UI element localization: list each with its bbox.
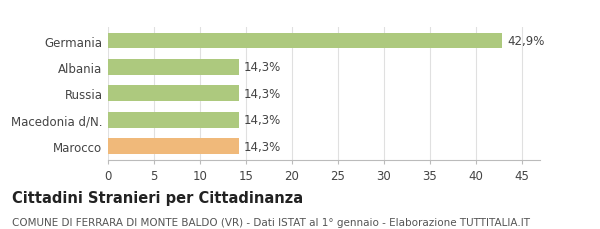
- Text: COMUNE DI FERRARA DI MONTE BALDO (VR) - Dati ISTAT al 1° gennaio - Elaborazione : COMUNE DI FERRARA DI MONTE BALDO (VR) - …: [12, 218, 530, 227]
- Bar: [108, 60, 239, 76]
- Bar: [108, 112, 239, 128]
- Bar: [108, 139, 239, 154]
- Text: 14,3%: 14,3%: [244, 114, 281, 127]
- Text: 14,3%: 14,3%: [244, 87, 281, 100]
- Text: 14,3%: 14,3%: [244, 61, 281, 74]
- Text: 42,9%: 42,9%: [507, 35, 544, 48]
- Legend: Europa, Africa: Europa, Africa: [248, 0, 400, 4]
- Text: 14,3%: 14,3%: [244, 140, 281, 153]
- Bar: [108, 33, 502, 49]
- Text: Cittadini Stranieri per Cittadinanza: Cittadini Stranieri per Cittadinanza: [12, 190, 303, 205]
- Bar: [108, 86, 239, 102]
